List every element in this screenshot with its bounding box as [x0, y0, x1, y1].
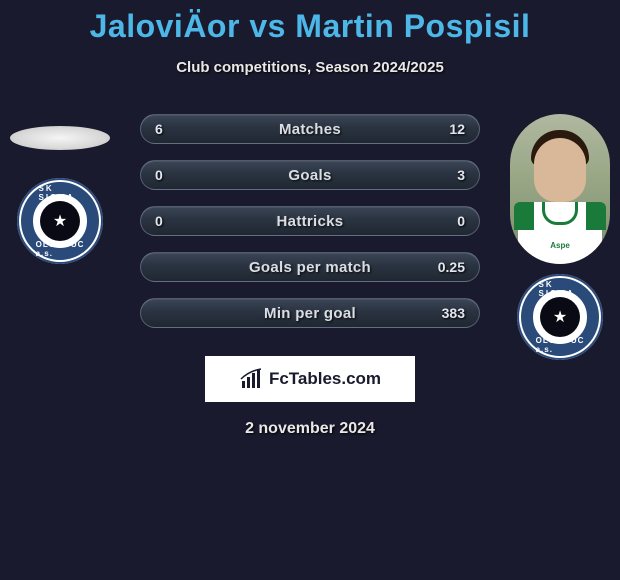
stat-value-left: 0 — [155, 167, 163, 183]
stat-value-right: 0.25 — [438, 259, 465, 275]
stats-list: 6 Matches 12 0 Goals 3 0 Hattricks 0 Goa… — [140, 114, 480, 328]
star-icon: ★ — [553, 307, 567, 327]
source-brand-text: FcTables.com — [269, 369, 381, 389]
stat-label: Matches — [279, 121, 341, 138]
player-right-crest-wrap: SK SIGMA OLOMOUC a.s. ★ — [510, 274, 610, 360]
stat-value-right: 383 — [442, 305, 465, 321]
player-left-column: SK SIGMA OLOMOUC a.s. ★ — [10, 114, 110, 264]
club-crest-left: SK SIGMA OLOMOUC a.s. ★ — [17, 178, 103, 264]
comparison-date: 2 november 2024 — [0, 420, 620, 438]
stat-value-right: 0 — [457, 213, 465, 229]
stat-row: 0 Hattricks 0 — [140, 206, 480, 236]
content-area: SK SIGMA OLOMOUC a.s. ★ Aspe — [0, 114, 620, 438]
stat-label: Hattricks — [277, 213, 344, 230]
stat-row: 6 Matches 12 — [140, 114, 480, 144]
bar-chart-icon — [239, 367, 263, 391]
stat-value-right: 3 — [457, 167, 465, 183]
comparison-title: JaloviÄor vs Martin Pospisil — [0, 0, 620, 45]
comparison-subtitle: Club competitions, Season 2024/2025 — [0, 59, 620, 76]
player-left-crest-wrap: SK SIGMA OLOMOUC a.s. ★ — [10, 178, 110, 264]
star-icon: ★ — [53, 211, 67, 231]
stat-row: 0 Goals 3 — [140, 160, 480, 190]
stat-value-left: 6 — [155, 121, 163, 137]
source-badge: FcTables.com — [205, 356, 415, 402]
player-right-column: Aspe SK SIGMA OLOMOUC a.s. ★ — [510, 114, 610, 360]
player-left-avatar-placeholder — [10, 126, 110, 150]
jersey-sponsor: Aspe — [550, 241, 570, 250]
stat-value-right: 12 — [449, 121, 465, 137]
player-right-avatar: Aspe — [510, 114, 610, 264]
club-crest-right: SK SIGMA OLOMOUC a.s. ★ — [517, 274, 603, 360]
stat-label: Goals — [288, 167, 331, 184]
stat-value-left: 0 — [155, 213, 163, 229]
stat-row: Goals per match 0.25 — [140, 252, 480, 282]
stat-row: Min per goal 383 — [140, 298, 480, 328]
stat-label: Goals per match — [249, 259, 371, 276]
stat-label: Min per goal — [264, 305, 356, 322]
